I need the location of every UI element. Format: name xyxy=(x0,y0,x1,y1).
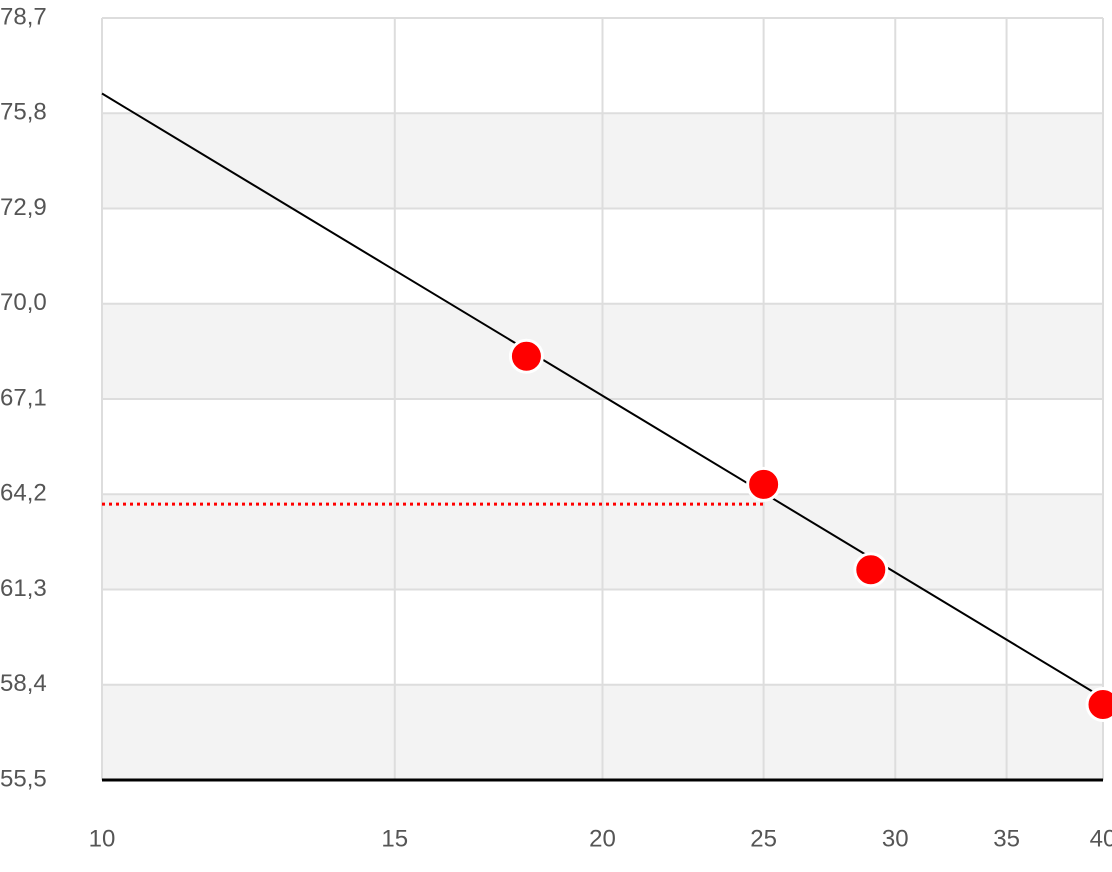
y-tick-label: 58,4 xyxy=(0,670,47,697)
x-tick-label: 15 xyxy=(381,825,408,852)
point xyxy=(746,466,782,502)
point xyxy=(1085,686,1112,722)
x-tick-label: 40 xyxy=(1090,825,1112,852)
y-tick-label: 55,5 xyxy=(0,765,47,792)
y-tick-label: 78,7 xyxy=(0,3,47,30)
trend-line xyxy=(101,92,1104,699)
y-tick-label: 72,9 xyxy=(0,194,47,221)
y-tick-label: 64,2 xyxy=(0,480,47,507)
y-tick-label: 61,3 xyxy=(0,575,47,602)
y-tick-label: 75,8 xyxy=(0,99,47,126)
point xyxy=(508,338,544,374)
y-tick-label: 70,0 xyxy=(0,289,47,316)
x-tick-label: 20 xyxy=(589,825,616,852)
point xyxy=(853,552,889,588)
x-tick-label: 10 xyxy=(89,825,116,852)
x-tick-label: 35 xyxy=(993,825,1020,852)
y-tick-label: 67,1 xyxy=(0,384,47,411)
x-tick-label: 30 xyxy=(882,825,909,852)
x-tick-label: 25 xyxy=(750,825,777,852)
